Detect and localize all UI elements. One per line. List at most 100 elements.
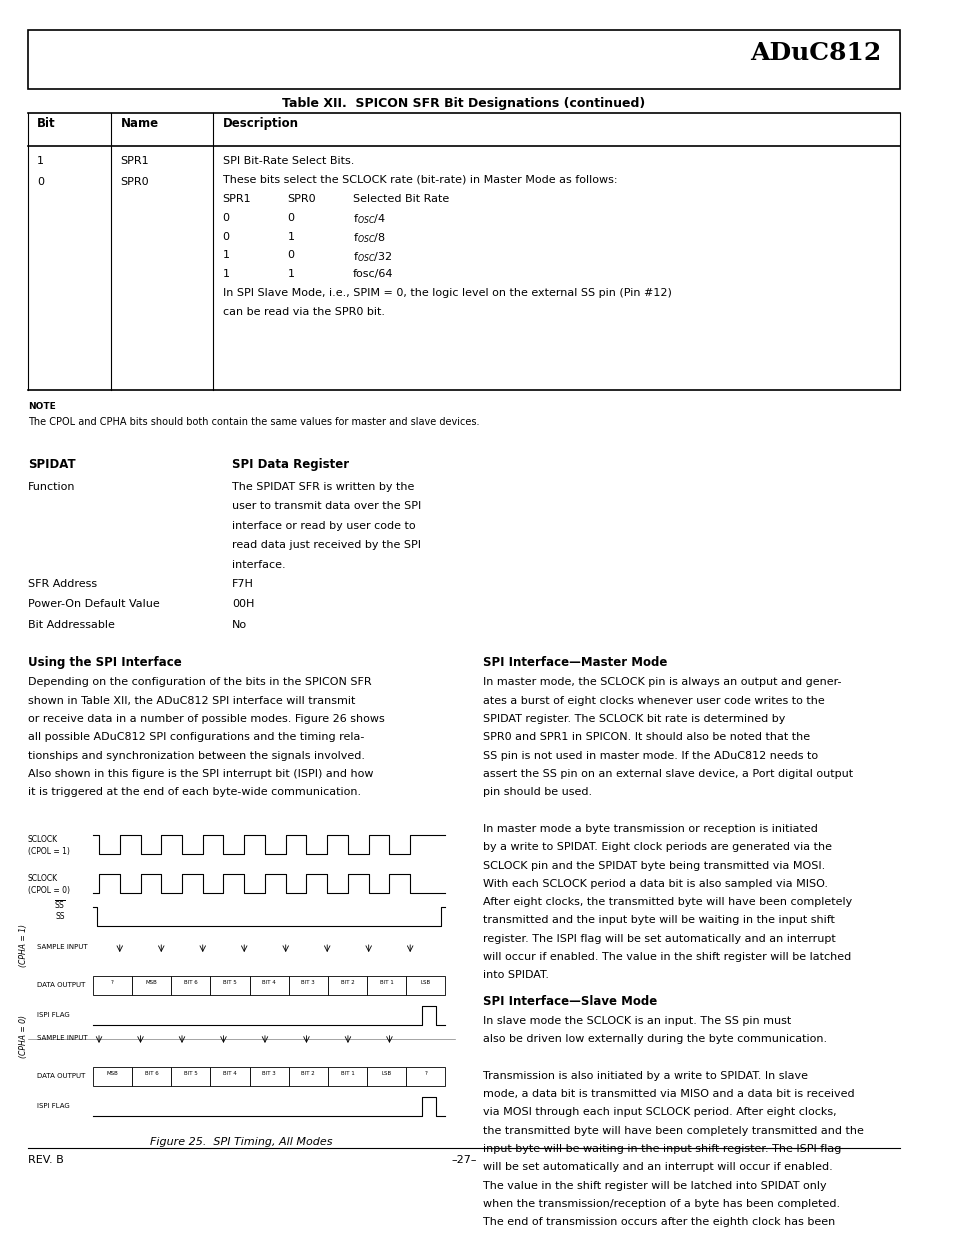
Text: interface or read by user code to: interface or read by user code to [232, 521, 416, 531]
Text: BIT 1: BIT 1 [340, 1071, 354, 1076]
Bar [171, 977, 210, 995]
Text: (CPHA = 1): (CPHA = 1) [19, 924, 28, 967]
Text: input byte will be waiting in the input shift register. The ISPI flag: input byte will be waiting in the input … [482, 1144, 840, 1153]
Text: SCLOCK: SCLOCK [28, 874, 58, 883]
Bar [92, 1067, 132, 1086]
Text: interface.: interface. [232, 559, 285, 569]
Text: it is triggered at the end of each byte-wide communication.: it is triggered at the end of each byte-… [28, 787, 360, 798]
Bar [367, 1067, 406, 1086]
Text: In master mode a byte transmission or reception is initiated: In master mode a byte transmission or re… [482, 824, 817, 834]
Text: BIT 5: BIT 5 [223, 981, 236, 986]
Text: Name: Name [120, 117, 158, 130]
Text: Selected Bit Rate: Selected Bit Rate [353, 194, 449, 204]
Text: (CPOL = 0): (CPOL = 0) [28, 885, 70, 895]
Text: 00H: 00H [232, 599, 254, 610]
Text: Bit Addressable: Bit Addressable [28, 620, 114, 630]
Text: DATA OUTPUT: DATA OUTPUT [37, 1073, 86, 1079]
Text: REV. B: REV. B [28, 1155, 64, 1166]
Text: 1: 1 [288, 269, 294, 279]
Bar [367, 977, 406, 995]
Text: SPR0 and SPR1 in SPICON. It should also be noted that the: SPR0 and SPR1 in SPICON. It should also … [482, 732, 809, 742]
Text: shown in Table XII, the ADuC812 SPI interface will transmit: shown in Table XII, the ADuC812 SPI inte… [28, 695, 355, 705]
Text: when the transmission/reception of a byte has been completed.: when the transmission/reception of a byt… [482, 1199, 839, 1209]
Text: or receive data in a number of possible modes. Figure 26 shows: or receive data in a number of possible … [28, 714, 384, 724]
Text: will be set automatically and an interrupt will occur if enabled.: will be set automatically and an interru… [482, 1162, 831, 1172]
Text: Depending on the configuration of the bits in the SPICON SFR: Depending on the configuration of the bi… [28, 678, 371, 688]
Text: SAMPLE INPUT: SAMPLE INPUT [37, 945, 88, 951]
Text: can be read via the SPR0 bit.: can be read via the SPR0 bit. [222, 308, 384, 317]
Text: assert the SS pin on an external slave device, a Port digital output: assert the SS pin on an external slave d… [482, 769, 852, 779]
Text: read data just received by the SPI: read data just received by the SPI [232, 541, 420, 551]
Text: register. The ISPI flag will be set automatically and an interrupt: register. The ISPI flag will be set auto… [482, 934, 835, 944]
Text: 1: 1 [222, 269, 230, 279]
Text: MSB: MSB [146, 981, 157, 986]
Bar [328, 1067, 367, 1086]
Text: f$_{OSC}$/4: f$_{OSC}$/4 [353, 212, 385, 226]
Text: ADuC812: ADuC812 [750, 41, 881, 65]
Text: These bits select the SCLOCK rate (bit-rate) in Master Mode as follows:: These bits select the SCLOCK rate (bit-r… [222, 175, 617, 185]
Text: tionships and synchronization between the signals involved.: tionships and synchronization between th… [28, 751, 364, 761]
Bar [210, 977, 250, 995]
Text: SPI Interface—Master Mode: SPI Interface—Master Mode [482, 656, 666, 669]
Text: will occur if enabled. The value in the shift register will be latched: will occur if enabled. The value in the … [482, 952, 850, 962]
Text: BIT 2: BIT 2 [340, 981, 354, 986]
Bar [250, 977, 289, 995]
Text: After eight clocks, the transmitted byte will have been completely: After eight clocks, the transmitted byte… [482, 897, 851, 908]
Text: SS: SS [55, 911, 65, 921]
Text: Also shown in this figure is the SPI interrupt bit (ISPI) and how: Also shown in this figure is the SPI int… [28, 769, 373, 779]
Bar [406, 977, 445, 995]
Text: 1: 1 [222, 251, 230, 261]
Text: the transmitted byte will have been completely transmitted and the: the transmitted byte will have been comp… [482, 1126, 862, 1136]
Text: SPR0: SPR0 [120, 177, 149, 186]
Text: ates a burst of eight clocks whenever user code writes to the: ates a burst of eight clocks whenever us… [482, 695, 823, 705]
Text: SCLOCK pin and the SPIDAT byte being transmitted via MOSI.: SCLOCK pin and the SPIDAT byte being tra… [482, 861, 824, 871]
Text: by a write to SPIDAT. Eight clock periods are generated via the: by a write to SPIDAT. Eight clock period… [482, 842, 831, 852]
Text: Transmission is also initiated by a write to SPIDAT. In slave: Transmission is also initiated by a writ… [482, 1071, 807, 1081]
Text: SPIDAT: SPIDAT [28, 458, 75, 472]
Text: BIT 6: BIT 6 [145, 1071, 158, 1076]
Text: SPI Data Register: SPI Data Register [232, 458, 349, 472]
Text: 0: 0 [222, 231, 230, 242]
Bar [210, 1067, 250, 1086]
Text: BIT 6: BIT 6 [184, 981, 197, 986]
Text: SPI Bit-Rate Select Bits.: SPI Bit-Rate Select Bits. [222, 156, 354, 165]
Text: In slave mode the SCLOCK is an input. The SS pin must: In slave mode the SCLOCK is an input. Th… [482, 1016, 790, 1026]
Text: 0: 0 [288, 212, 294, 222]
Text: The SPIDAT SFR is written by the: The SPIDAT SFR is written by the [232, 482, 414, 492]
Text: The value in the shift register will be latched into SPIDAT only: The value in the shift register will be … [482, 1181, 825, 1191]
Text: SFR Address: SFR Address [28, 579, 97, 589]
Text: BIT 3: BIT 3 [301, 981, 314, 986]
Text: Description: Description [222, 117, 298, 130]
Text: The CPOL and CPHA bits should both contain the same values for master and slave : The CPOL and CPHA bits should both conta… [28, 417, 478, 427]
Text: ?: ? [111, 981, 113, 986]
Text: SPR1: SPR1 [120, 156, 149, 165]
Text: SCLOCK: SCLOCK [28, 835, 58, 845]
Text: 0: 0 [37, 177, 44, 186]
Text: ISPI FLAG: ISPI FLAG [37, 1011, 70, 1018]
Text: MSB: MSB [107, 1071, 118, 1076]
Text: ?: ? [424, 1071, 427, 1076]
Text: LSB: LSB [381, 1071, 392, 1076]
Text: SPIDAT register. The SCLOCK bit rate is determined by: SPIDAT register. The SCLOCK bit rate is … [482, 714, 784, 724]
Text: into SPIDAT.: into SPIDAT. [482, 971, 548, 981]
Text: The end of transmission occurs after the eighth clock has been: The end of transmission occurs after the… [482, 1218, 834, 1228]
Text: BIT 2: BIT 2 [301, 1071, 314, 1076]
Text: user to transmit data over the SPI: user to transmit data over the SPI [232, 501, 421, 511]
Text: all possible ADuC812 SPI configurations and the timing rela-: all possible ADuC812 SPI configurations … [28, 732, 364, 742]
Bar [289, 977, 328, 995]
Text: 1: 1 [37, 156, 44, 165]
Text: DATA OUTPUT: DATA OUTPUT [37, 982, 86, 988]
Text: transmitted and the input byte will be waiting in the input shift: transmitted and the input byte will be w… [482, 915, 834, 925]
Text: $\overline{\mathrm{SS}}$: $\overline{\mathrm{SS}}$ [53, 899, 66, 911]
Text: SPI Interface—Slave Mode: SPI Interface—Slave Mode [482, 994, 656, 1008]
Text: BIT 5: BIT 5 [184, 1071, 197, 1076]
Bar [328, 977, 367, 995]
Text: Power-On Default Value: Power-On Default Value [28, 599, 159, 610]
Bar [132, 977, 171, 995]
Text: 0: 0 [288, 251, 294, 261]
Bar [171, 1067, 210, 1086]
Bar [289, 1067, 328, 1086]
Text: Figure 25.  SPI Timing, All Modes: Figure 25. SPI Timing, All Modes [150, 1137, 333, 1147]
Text: mode, a data bit is transmitted via MISO and a data bit is received: mode, a data bit is transmitted via MISO… [482, 1089, 853, 1099]
Text: via MOSI through each input SCLOCK period. After eight clocks,: via MOSI through each input SCLOCK perio… [482, 1108, 836, 1118]
